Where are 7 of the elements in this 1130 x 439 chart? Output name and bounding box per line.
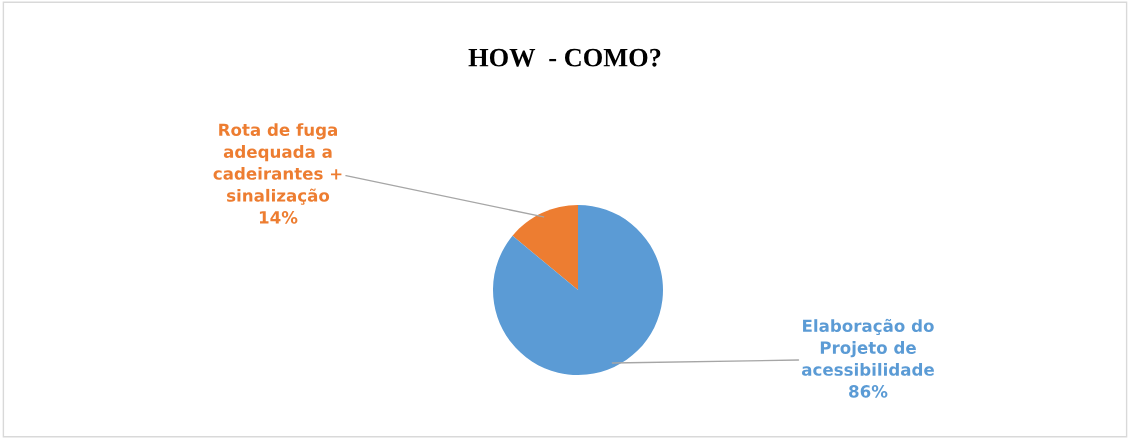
chart-title: HOW - COMO?: [468, 48, 661, 67]
data-label: 14%: [259, 211, 298, 224]
slice-label: Rota de fuga adequada a cadeirantes + sinalização: [213, 123, 342, 205]
pie-slice: [512, 205, 578, 290]
slice-label: Elaboração do Projeto de acessibilidade: [801, 318, 934, 376]
pie-slice: [493, 205, 663, 375]
data-label: 86%: [849, 385, 888, 398]
